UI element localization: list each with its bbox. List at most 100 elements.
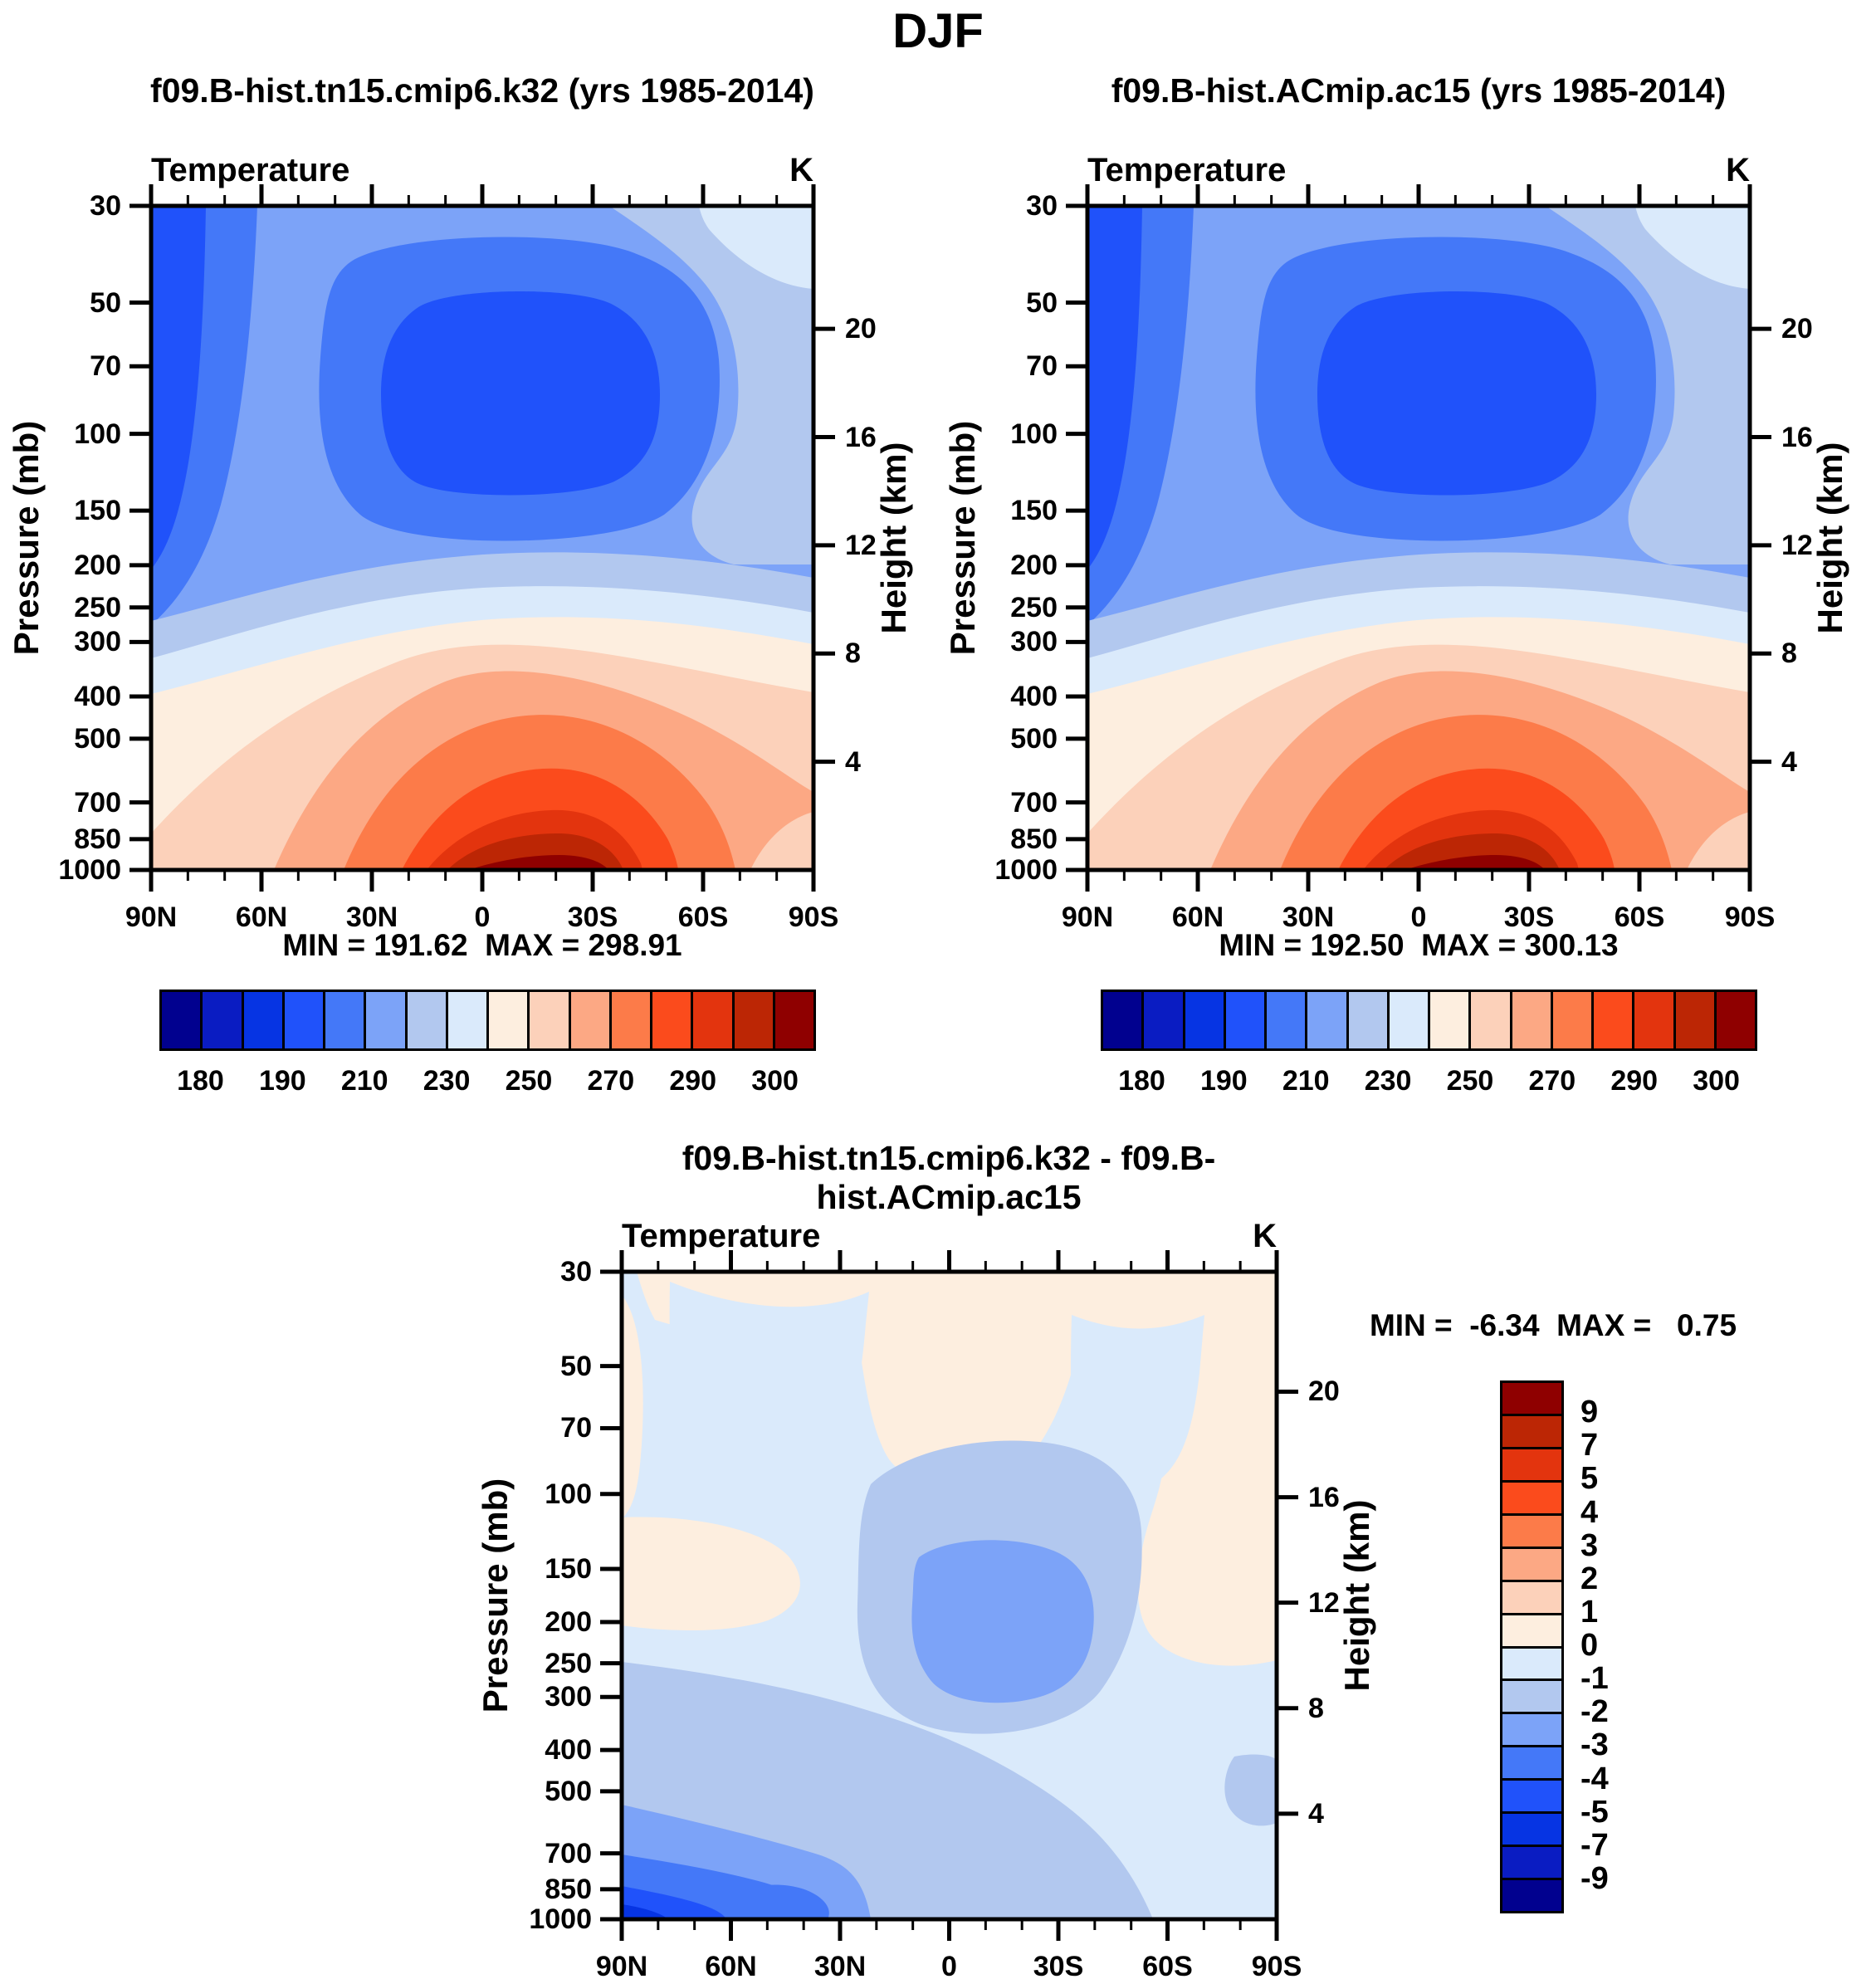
colorbar-segment <box>1389 992 1430 1048</box>
colorbar-tick-label: 2 <box>1580 1561 1599 1596</box>
pressure-tick-label: 700 <box>545 1837 592 1869</box>
colorbar-segment <box>1103 992 1145 1048</box>
colorbar-segment <box>1430 992 1472 1048</box>
contour-region <box>699 206 813 289</box>
lat-tick-label: 0 <box>474 902 491 933</box>
colorbar-segment <box>1185 992 1226 1048</box>
colorbar-tick-label: -2 <box>1580 1694 1609 1730</box>
colorbar-tick-label: 4 <box>1580 1494 1599 1530</box>
colorbar-segment <box>1502 1681 1561 1715</box>
colorbar-tick-label: -1 <box>1580 1661 1609 1697</box>
colorbar-segment <box>489 992 530 1048</box>
colorbar-segment <box>1502 1515 1561 1549</box>
units-label-diff: K <box>1253 1218 1277 1254</box>
colorbar-segment <box>366 992 408 1048</box>
pressure-tick-label: 250 <box>545 1647 592 1679</box>
pressure-tick-label: 70 <box>90 350 121 383</box>
colorbar-tick-label: 250 <box>1446 1065 1494 1097</box>
height-tick-label: 16 <box>1781 421 1813 453</box>
colorbar-segment <box>1634 992 1676 1048</box>
colorbar-segment <box>774 992 813 1048</box>
colorbar-tick-label: 250 <box>505 1065 553 1097</box>
colorbar-tick-label: 7 <box>1580 1428 1599 1463</box>
lat-tick-label: 90N <box>1061 902 1114 933</box>
lat-tick-label: 90S <box>1724 902 1776 933</box>
colorbar-segment <box>1225 992 1267 1048</box>
colorbar-tick-label: 180 <box>177 1065 224 1097</box>
contour-region <box>1687 812 1750 870</box>
colorbar-tick-label: 210 <box>340 1065 388 1097</box>
pressure-tick-label: 200 <box>74 549 121 581</box>
field-label-diff: Temperature <box>622 1218 821 1254</box>
height-tick-label: 16 <box>1308 1481 1340 1513</box>
height-tick-label: 8 <box>1781 638 1797 670</box>
contour-region <box>622 1904 668 1919</box>
colorbar-segment <box>1502 1383 1561 1416</box>
pressure-tick-label: 400 <box>74 680 121 712</box>
pressure-tick-label: 850 <box>1010 823 1058 855</box>
contour-region <box>609 206 813 564</box>
contour-region <box>745 1884 829 1919</box>
colorbar-segment <box>1716 992 1755 1048</box>
lat-tick-label: 0 <box>941 1951 957 1979</box>
pressure-tick-label: 1000 <box>529 1903 592 1935</box>
colorbar-tick-label: -7 <box>1580 1827 1609 1863</box>
units-label-left: K <box>789 152 813 188</box>
pressure-tick-label: 1000 <box>994 854 1058 886</box>
pressure-tick-label: 100 <box>74 418 121 450</box>
colorbar-segment <box>447 992 489 1048</box>
colorbar-tick-label: 190 <box>1199 1065 1248 1097</box>
pressure-tick-label: 30 <box>90 190 121 222</box>
contour-region <box>1224 1754 1277 1826</box>
pressure-tick-label: 70 <box>560 1412 592 1444</box>
height-tick-label: 4 <box>845 745 861 778</box>
lat-tick-label: 60N <box>705 1951 757 1979</box>
colorbar-segment <box>652 992 694 1048</box>
colorbar-segment <box>203 992 244 1048</box>
colorbar-segment <box>325 992 367 1048</box>
colorbar-segment <box>530 992 571 1048</box>
colorbar-segment <box>407 992 448 1048</box>
colorbar-tick-label: 0 <box>1580 1628 1599 1663</box>
colorbar-segment <box>1502 1449 1561 1483</box>
colorbar-tick-label: 180 <box>1118 1065 1165 1097</box>
colorbar-segment <box>1502 1648 1561 1682</box>
height-tick-label: 12 <box>845 529 877 561</box>
colorbar-segment <box>243 992 285 1048</box>
panel-right-title: f09.B-hist.ACmip.ac15 (yrs 1985-2014) <box>1111 71 1727 110</box>
contour-region <box>911 1540 1094 1703</box>
contour-region <box>1317 291 1596 496</box>
colorbar-segment <box>1502 1581 1561 1615</box>
colorbar-tick-label: 3 <box>1580 1527 1599 1563</box>
contour-region <box>151 206 206 569</box>
height-tick-label: 20 <box>1781 313 1813 345</box>
lat-tick-label: 60N <box>1171 902 1224 933</box>
stats-diff: MIN = -6.34 MAX = 0.75 <box>1369 1308 1737 1342</box>
pressure-tick-label: 250 <box>74 591 121 623</box>
contour-region <box>669 1282 869 1508</box>
colorbar-segment <box>734 992 775 1048</box>
pressure-tick-label: 30 <box>560 1256 592 1288</box>
pressure-tick-label: 400 <box>1010 680 1058 712</box>
height-tick-label: 4 <box>1308 1797 1324 1830</box>
height-tick-label: 12 <box>1308 1586 1340 1619</box>
colorbar-tick-label: -3 <box>1580 1727 1609 1763</box>
pressure-tick-label: 500 <box>74 722 121 755</box>
contour-region <box>1070 1315 1204 1492</box>
colorbar-tick-label: 210 <box>1282 1065 1330 1097</box>
field-label-right: Temperature <box>1087 152 1287 188</box>
colorbar-segment <box>1502 1548 1561 1582</box>
contour-region <box>1087 206 1142 569</box>
pressure-tick-label: 200 <box>1010 549 1058 581</box>
pressure-tick-label: 100 <box>1010 418 1058 450</box>
season-title: DJF <box>892 4 984 58</box>
pressure-tick-label: 1000 <box>58 854 121 886</box>
pressure-tick-label: 50 <box>1026 286 1058 319</box>
colorbar-segment <box>1502 1714 1561 1748</box>
lat-tick-label: 60S <box>1614 902 1665 933</box>
pressure-tick-label: 500 <box>1010 722 1058 755</box>
pressure-tick-label: 250 <box>1010 591 1058 623</box>
height-tick-label: 20 <box>1308 1376 1340 1408</box>
lat-tick-label: 30N <box>813 1951 867 1979</box>
